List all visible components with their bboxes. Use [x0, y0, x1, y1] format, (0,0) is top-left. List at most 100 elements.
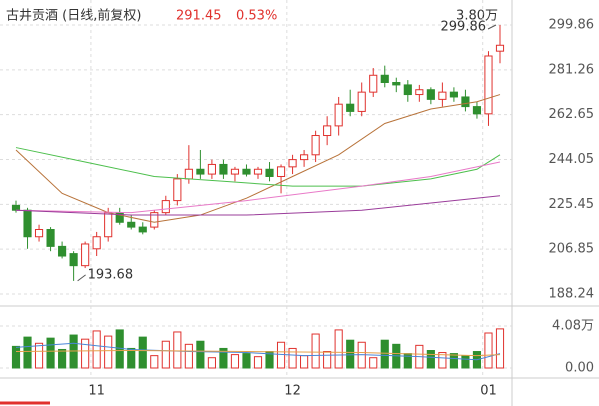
volume-bar	[380, 339, 389, 369]
last-price: 291.45	[176, 9, 222, 24]
volume-bar	[219, 347, 228, 369]
y-tick-label: 244.05	[549, 152, 595, 167]
candle-body	[403, 84, 412, 96]
volume-bar	[426, 350, 435, 369]
ma-line	[15, 195, 501, 216]
candle-body	[323, 125, 332, 137]
volume-bar	[138, 336, 147, 369]
volume-bar	[92, 330, 101, 369]
candle-body	[173, 178, 182, 202]
volume-bar	[438, 352, 447, 369]
volume-bar	[242, 353, 251, 369]
candle-body	[426, 89, 435, 100]
candle-body	[11, 204, 21, 211]
candle-body	[495, 44, 505, 52]
y-tick-label: 262.65	[549, 107, 595, 122]
volume-bar	[288, 347, 297, 369]
volume-bar	[346, 339, 355, 369]
candle-body	[484, 55, 493, 115]
ma-line	[15, 349, 501, 357]
candle-body	[449, 91, 458, 98]
volume-bar	[81, 338, 90, 369]
volume-bar	[484, 332, 493, 369]
change-pct: 0.53%	[236, 9, 277, 24]
y-tick-label: 299.86	[549, 18, 595, 33]
ma-line	[15, 147, 501, 187]
candle-body	[34, 229, 44, 238]
candle-body	[138, 226, 147, 233]
candle-body	[461, 96, 470, 108]
candle-body	[104, 212, 113, 238]
candle-body	[81, 243, 90, 267]
volume-bar	[300, 355, 309, 369]
x-tick-label: 12	[284, 384, 301, 399]
volume-bar	[461, 355, 470, 369]
candle-body	[392, 82, 401, 86]
high-arrow	[487, 24, 497, 30]
candle-body	[357, 91, 366, 112]
candle-body	[46, 229, 55, 247]
volume-bar	[369, 357, 378, 369]
volume-bar	[196, 340, 205, 369]
low-arrow	[77, 274, 86, 282]
volume-bar	[311, 333, 320, 369]
volume-bar	[161, 340, 170, 369]
candle-body	[92, 236, 101, 250]
volume-bar	[150, 355, 159, 369]
y-tick-label: 281.26	[549, 62, 595, 77]
volume-bar	[46, 337, 55, 369]
candle-body	[334, 103, 343, 127]
volume-bar	[207, 357, 216, 369]
candle-body	[472, 106, 482, 115]
candle-body	[300, 154, 309, 161]
candle-body	[253, 168, 263, 175]
candle-body	[127, 221, 136, 228]
volume-tick-label: 0.00	[565, 361, 594, 376]
candle-body	[288, 159, 297, 168]
candle-body	[184, 168, 193, 180]
volume-bar	[276, 341, 286, 369]
candle-body	[276, 166, 286, 177]
y-tick-label: 206.85	[549, 242, 595, 257]
volume-bar	[104, 335, 113, 369]
candle-body	[23, 209, 32, 238]
volume-tick-label: 4.08万	[552, 319, 594, 334]
low-label: 193.68	[88, 267, 134, 282]
volume-bar	[127, 347, 136, 369]
ma-line	[15, 161, 501, 214]
candle-body	[230, 168, 240, 175]
y-tick-label: 188.24	[549, 287, 595, 302]
volume-bar	[495, 328, 505, 369]
candle-body	[346, 103, 355, 112]
volume-bar	[23, 336, 32, 369]
candle-body	[69, 253, 78, 267]
candle-body	[438, 91, 447, 100]
x-tick-label: 11	[88, 384, 105, 399]
volume-bar	[323, 351, 332, 369]
candle-body	[369, 74, 378, 93]
x-tick-label: 01	[480, 384, 497, 399]
high-label: 299.86	[441, 20, 487, 35]
candle-body	[161, 200, 170, 214]
volume-label: 3.80万	[456, 9, 498, 24]
candle-body	[58, 245, 67, 257]
volume-bar	[230, 354, 240, 369]
candle-body	[265, 168, 274, 177]
ma-line	[15, 94, 501, 223]
volume-bar	[334, 329, 343, 369]
volume-bar	[11, 345, 21, 369]
ma-line	[15, 342, 501, 361]
candle-body	[150, 212, 159, 228]
volume-bar	[184, 343, 193, 369]
candle-body	[207, 163, 216, 175]
volume-bar	[253, 356, 263, 369]
volume-bar	[449, 353, 458, 369]
candle-body	[380, 74, 389, 84]
volume-bar	[34, 342, 44, 369]
y-tick-label: 225.45	[549, 197, 595, 212]
candle-body	[196, 168, 205, 175]
candle-body	[415, 89, 424, 96]
candle-body	[219, 163, 228, 175]
volume-bar	[173, 331, 182, 369]
